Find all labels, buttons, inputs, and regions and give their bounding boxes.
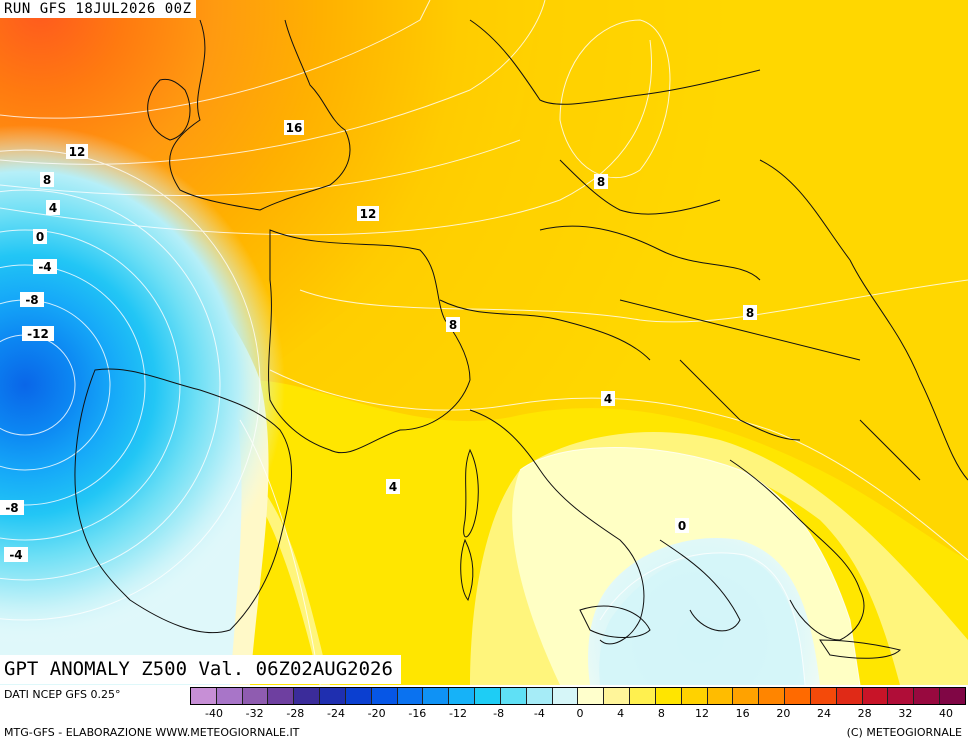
svg-text:4: 4 <box>389 480 397 494</box>
color-swatch <box>500 688 527 704</box>
color-swatch <box>578 688 605 704</box>
color-swatch <box>397 688 424 704</box>
svg-text:12: 12 <box>360 207 377 221</box>
color-scale-ticks: -40 -32 -28 -24 -20 -16 -12 -8 -4 0 4 8 12 16 20 24 28 32… <box>190 707 966 723</box>
contour-label-group: 16 12 8 4 0 -4 -8 -12 12 8 8 8 4 4 0 -8 … <box>0 120 757 562</box>
color-scale-tick-label: 28 <box>857 707 872 720</box>
color-scale-tick-label: 20 <box>776 707 791 720</box>
run-label: RUN GFS 18JUL2026 00Z <box>0 0 196 18</box>
contour-label: 8 <box>594 174 608 189</box>
map-canvas: 16 12 8 4 0 -4 -8 -12 12 8 8 8 4 4 0 -8 … <box>0 0 968 685</box>
color-scale-tick-label: 0 <box>576 707 584 720</box>
svg-text:-4: -4 <box>38 260 51 274</box>
svg-text:0: 0 <box>678 519 686 533</box>
svg-text:4: 4 <box>49 201 57 215</box>
color-swatch <box>655 688 682 704</box>
color-scale-tick-label: 24 <box>817 707 831 720</box>
color-swatch <box>785 688 811 704</box>
legend-bar: DATI NCEP GFS 0.25° -40 -32 -28 -24 -20 -16 -1… <box>0 685 968 745</box>
credits-label: MTG-GFS - ELABORAZIONE WWW.METEOGIORNALE… <box>4 726 300 739</box>
contour-label: -4 <box>4 547 28 562</box>
color-swatch <box>475 688 501 704</box>
svg-text:-8: -8 <box>5 501 18 515</box>
svg-text:12: 12 <box>69 145 86 159</box>
color-swatch <box>940 688 965 704</box>
contour-label: 8 <box>446 317 460 332</box>
svg-text:8: 8 <box>746 306 754 320</box>
color-scale-tick-label: -20 <box>367 707 386 720</box>
contour-label: 12 <box>66 144 88 159</box>
color-swatch <box>268 688 295 704</box>
color-swatch <box>371 688 398 704</box>
color-swatch <box>216 688 243 704</box>
color-swatch <box>707 688 734 704</box>
color-swatch <box>810 688 837 704</box>
color-scale-tick-label: -32 <box>245 707 264 720</box>
anomaly-map: 16 12 8 4 0 -4 -8 -12 12 8 8 8 4 4 0 -8 … <box>0 0 968 685</box>
contour-label: 8 <box>743 305 757 320</box>
color-swatch <box>423 688 450 704</box>
color-scale-tick-label: -16 <box>408 707 427 720</box>
color-swatch <box>242 688 269 704</box>
contour-label: 0 <box>33 229 47 244</box>
copyright-label: (C) METEOGIORNALE <box>846 726 962 739</box>
contour-label: 4 <box>601 391 615 406</box>
color-scale-tick-label: 32 <box>898 707 913 720</box>
color-scale-tick-label: -8 <box>493 707 505 720</box>
contour-label: -12 <box>22 326 54 341</box>
color-scale-tick-label: 16 <box>735 707 750 720</box>
contour-label: 16 <box>284 120 304 135</box>
svg-text:8: 8 <box>597 175 605 189</box>
color-swatch <box>836 688 863 704</box>
svg-text:-12: -12 <box>27 327 49 341</box>
color-swatch <box>191 688 217 704</box>
color-swatch <box>888 688 915 704</box>
contour-lines <box>0 0 968 685</box>
color-scale-tick-label: -28 <box>286 707 305 720</box>
contour-label: 0 <box>675 518 689 533</box>
svg-text:16: 16 <box>286 121 303 135</box>
color-swatch <box>630 688 656 704</box>
contour-label: 8 <box>40 172 54 187</box>
contour-label: -8 <box>0 500 24 515</box>
svg-text:-8: -8 <box>25 293 38 307</box>
color-scale <box>190 687 966 705</box>
color-swatch <box>604 688 631 704</box>
contour-label: 4 <box>46 200 60 215</box>
cold-low <box>0 125 285 645</box>
color-swatch <box>320 688 346 704</box>
color-swatch <box>552 688 579 704</box>
color-swatch <box>914 688 941 704</box>
color-swatch <box>733 688 760 704</box>
svg-text:0: 0 <box>36 230 44 244</box>
svg-text:8: 8 <box>449 318 457 332</box>
contour-label: 12 <box>357 206 379 221</box>
color-scale-tick-label: -40 <box>205 707 223 720</box>
svg-text:4: 4 <box>604 392 612 406</box>
color-swatch <box>759 688 786 704</box>
svg-text:8: 8 <box>43 173 51 187</box>
map-title: GPT ANOMALY Z500 Val. 06Z02AUG2026 <box>0 655 401 684</box>
color-scale-tick-label: -12 <box>449 707 467 720</box>
data-source-label: DATI NCEP GFS 0.25° <box>4 688 121 701</box>
color-swatch <box>294 688 321 704</box>
color-scale-tick-label: 12 <box>695 707 709 720</box>
cool-pocket-core <box>599 553 805 685</box>
color-swatch <box>449 688 476 704</box>
color-scale-tick-label: -24 <box>327 707 345 720</box>
contour-label: 4 <box>386 479 400 494</box>
color-scale-tick-label: -4 <box>533 707 545 720</box>
color-scale-tick-label: 4 <box>617 707 625 720</box>
contour-label: -4 <box>33 259 57 274</box>
color-swatch <box>681 688 708 704</box>
svg-text:-4: -4 <box>9 548 22 562</box>
color-swatch <box>526 688 553 704</box>
color-swatch <box>862 688 889 704</box>
color-swatch <box>345 688 372 704</box>
color-scale-tick-label: 8 <box>657 707 665 720</box>
contour-label: -8 <box>20 292 44 307</box>
color-scale-tick-label: 40 <box>939 707 953 720</box>
coastlines <box>74 19 968 659</box>
